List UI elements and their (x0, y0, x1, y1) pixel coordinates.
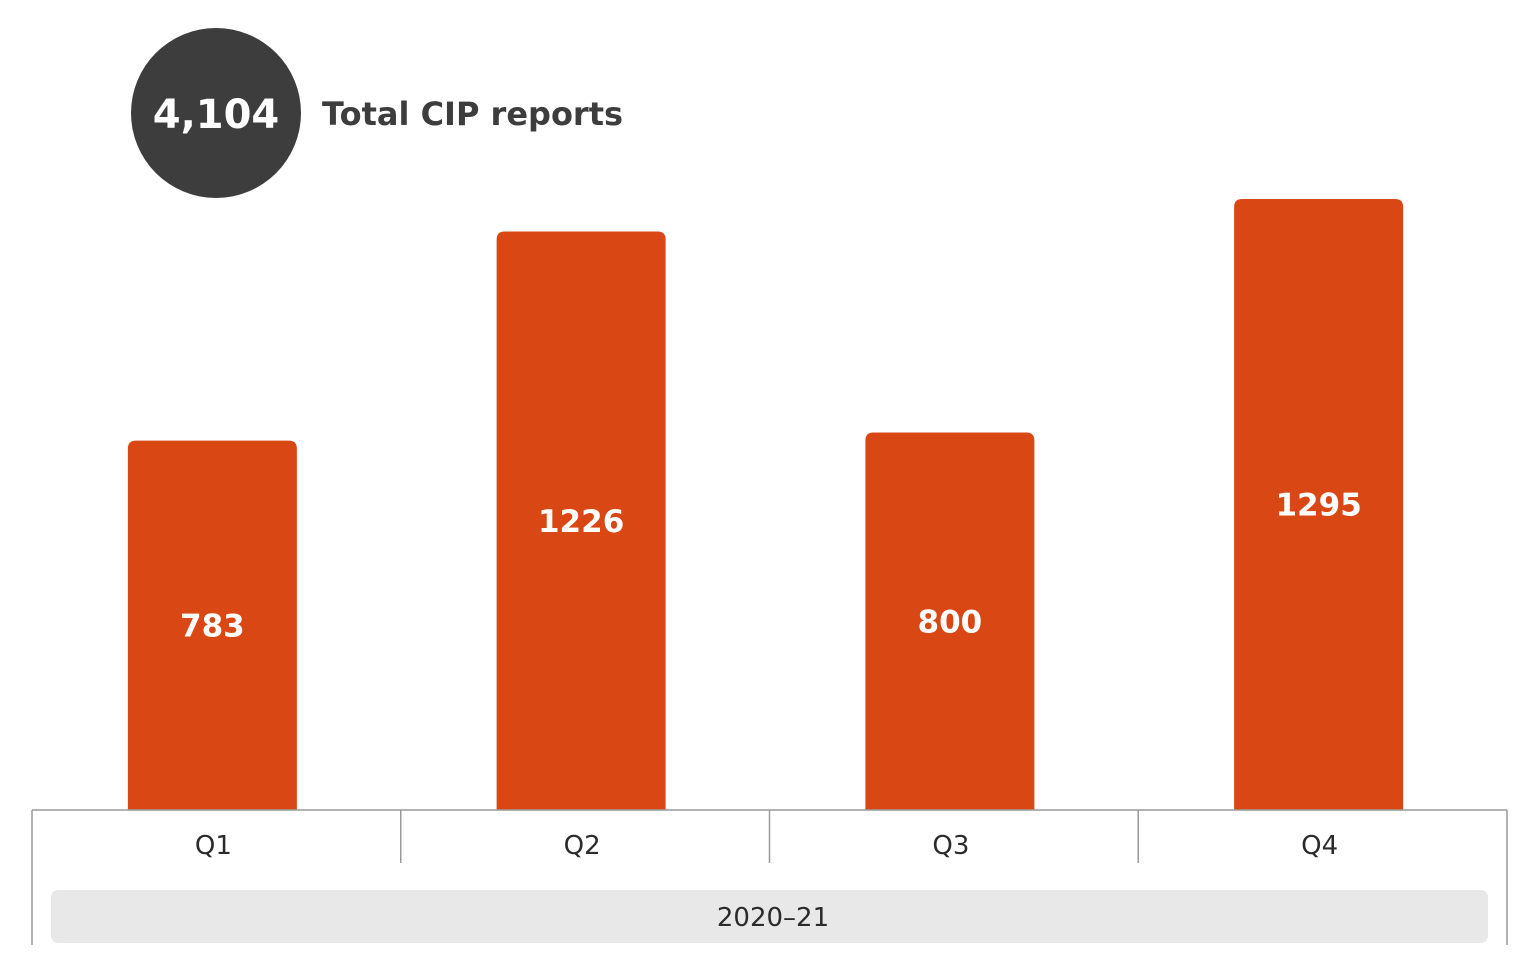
bar-value-label-q2: 1226 (538, 504, 624, 540)
total-value: 4,104 (153, 92, 280, 138)
bar-value-label-q1: 783 (180, 608, 245, 644)
bar-q2 (496, 231, 666, 811)
x-tick-labels: Q1 Q2 Q3 Q4 (195, 831, 1338, 861)
bar-q1 (127, 440, 297, 810)
bar-value-label-q4: 1295 (1275, 488, 1361, 524)
bar-labels-group: 783 1226 800 1295 (180, 488, 1362, 645)
bars-group (127, 199, 1404, 811)
total-circle (131, 28, 301, 198)
x-tick-label-q4: Q4 (1301, 831, 1338, 861)
total-label: Total CIP reports (322, 95, 623, 133)
period-label: 2020–21 (717, 903, 829, 933)
x-tick-label-q1: Q1 (195, 831, 232, 861)
bar-q4 (1234, 199, 1404, 810)
x-tick-label-q3: Q3 (932, 831, 969, 861)
bar-value-label-q3: 800 (918, 604, 983, 640)
x-axis (31, 809, 1508, 945)
bar-q3 (865, 432, 1035, 810)
x-tick-label-q2: Q2 (564, 831, 601, 861)
period-band (51, 890, 1488, 943)
